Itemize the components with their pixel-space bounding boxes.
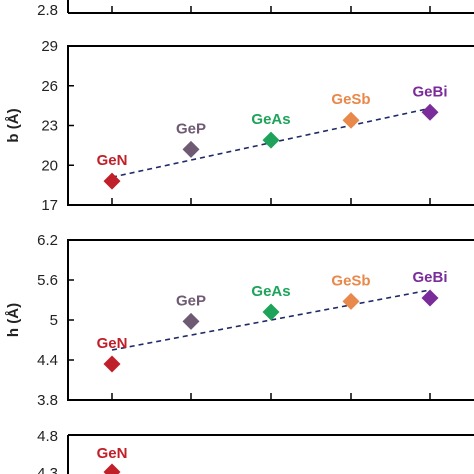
b-panel-ytick-label: 17 [41, 197, 58, 214]
b-panel-point-geas [262, 131, 280, 149]
h-panel-ytick-label: 4.4 [37, 352, 58, 369]
b-panel-ytick-label: 26 [41, 78, 58, 95]
h-panel-ylabel: h (Å) [5, 303, 22, 337]
h-panel-point-gebi [421, 289, 439, 307]
b-panel-point-label-gesb: GeSb [331, 91, 370, 108]
b-panel-ytick-label: 20 [41, 157, 58, 174]
h-panel-point-label-gep: GeP [176, 292, 206, 309]
h-panel-ytick-label: 3.8 [37, 392, 58, 409]
bottom-panel-point-gen [103, 463, 121, 474]
bottom-panel-ytick-label: 4.3 [37, 465, 58, 474]
bottom-panel-ytick-label-top: 4.8 [37, 428, 58, 445]
b-panel-point-label-geas: GeAs [251, 111, 290, 128]
b-panel-point-label-gen: GeN [97, 152, 128, 169]
h-panel-point-geas [262, 303, 280, 321]
h-panel-point-gep [182, 312, 200, 330]
h-panel-point-label-gen: GeN [97, 335, 128, 352]
b-panel-ytick-label: 23 [41, 118, 58, 135]
h-panel-point-label-geas: GeAs [251, 283, 290, 300]
h-panel-point-gesb [342, 292, 360, 310]
b-panel-point-gesb [342, 111, 360, 129]
h-panel-point-label-gesb: GeSb [331, 272, 370, 289]
h-panel-point-gen [103, 355, 121, 373]
b-panel-point-gebi [421, 103, 439, 121]
h-panel-ytick-label: 5.6 [37, 272, 58, 289]
bottom-panel-point-label-gen: GeN [97, 445, 128, 462]
h-panel-ytick-label: 6.2 [37, 232, 58, 249]
h-panel-ytick-label: 5 [50, 312, 58, 329]
b-panel-point-gen [103, 172, 121, 190]
b-panel-point-gep [182, 140, 200, 158]
top-panel-ytick-label: 2.8 [37, 2, 58, 19]
b-panel-point-label-gep: GeP [176, 120, 206, 137]
h-panel-point-label-gebi: GeBi [412, 269, 447, 286]
b-panel-ylabel: b (Å) [5, 108, 22, 142]
b-panel-ytick-label: 29 [41, 38, 58, 55]
b-panel-point-label-gebi: GeBi [412, 83, 447, 100]
